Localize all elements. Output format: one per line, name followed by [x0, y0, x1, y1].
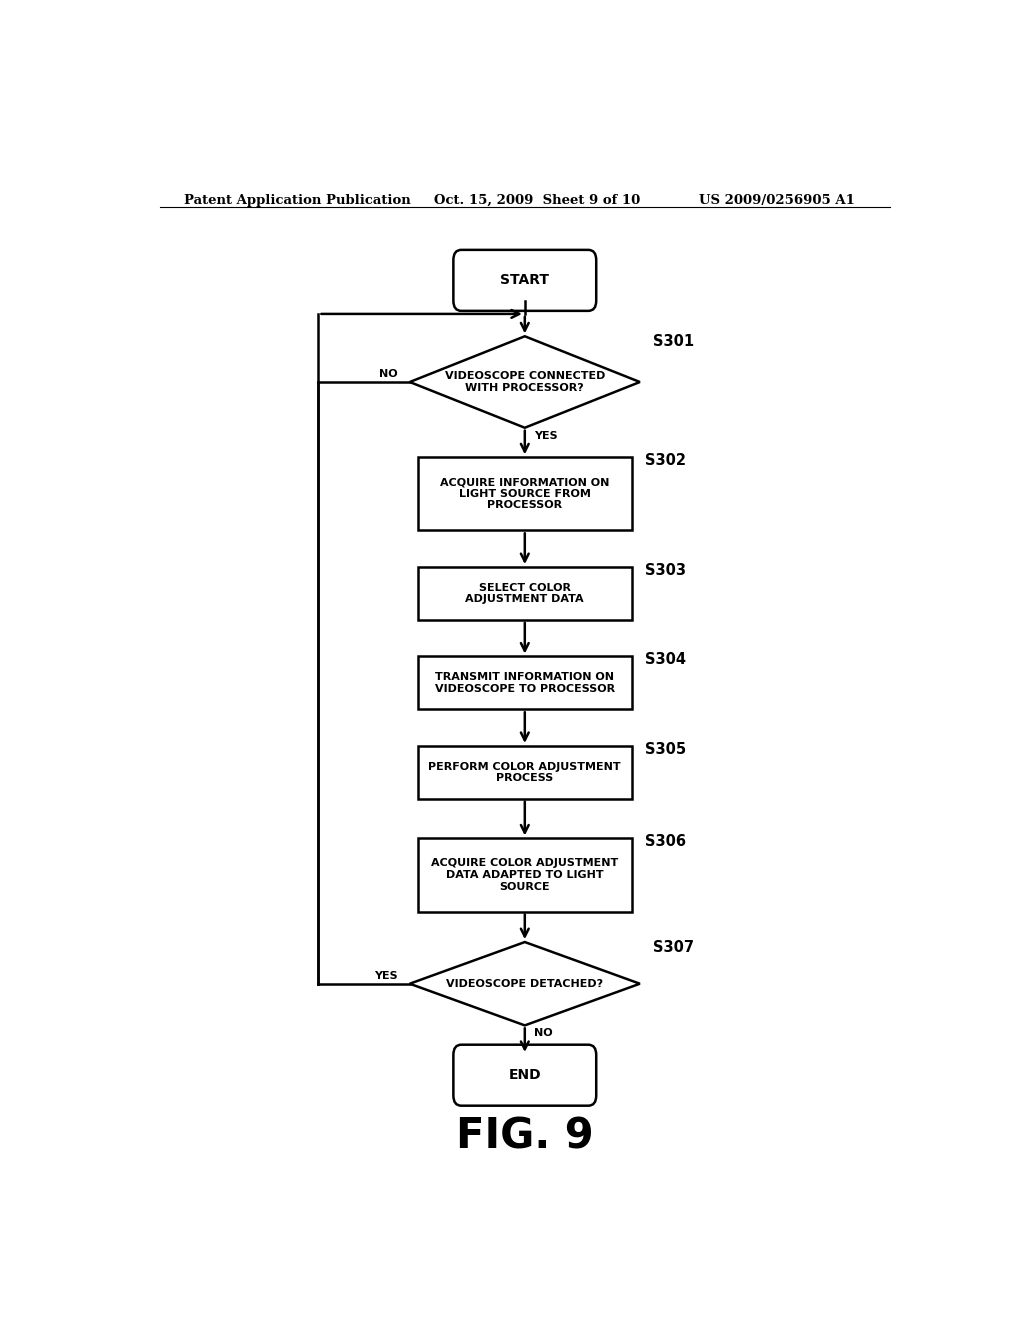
Text: TRANSMIT INFORMATION ON
VIDEOSCOPE TO PROCESSOR: TRANSMIT INFORMATION ON VIDEOSCOPE TO PR…: [435, 672, 614, 694]
Text: NO: NO: [379, 368, 397, 379]
Text: NO: NO: [535, 1028, 553, 1039]
Text: Patent Application Publication: Patent Application Publication: [183, 194, 411, 207]
Text: S307: S307: [652, 940, 693, 954]
FancyBboxPatch shape: [454, 1044, 596, 1106]
Text: FIG. 9: FIG. 9: [456, 1115, 594, 1158]
Text: S303: S303: [645, 562, 686, 578]
Text: ACQUIRE COLOR ADJUSTMENT
DATA ADAPTED TO LIGHT
SOURCE: ACQUIRE COLOR ADJUSTMENT DATA ADAPTED TO…: [431, 858, 618, 891]
Text: YES: YES: [535, 430, 558, 441]
Polygon shape: [410, 942, 640, 1026]
Text: SELECT COLOR
ADJUSTMENT DATA: SELECT COLOR ADJUSTMENT DATA: [466, 582, 584, 605]
Text: YES: YES: [374, 970, 397, 981]
Text: PERFORM COLOR ADJUSTMENT
PROCESS: PERFORM COLOR ADJUSTMENT PROCESS: [428, 762, 622, 783]
Text: S304: S304: [645, 652, 686, 668]
Text: Oct. 15, 2009  Sheet 9 of 10: Oct. 15, 2009 Sheet 9 of 10: [433, 194, 640, 207]
Bar: [418, 746, 632, 799]
Text: ACQUIRE INFORMATION ON
LIGHT SOURCE FROM
PROCESSOR: ACQUIRE INFORMATION ON LIGHT SOURCE FROM…: [440, 478, 609, 511]
Bar: [418, 568, 632, 620]
Text: S305: S305: [645, 742, 686, 756]
Text: S301: S301: [652, 334, 693, 350]
Text: S302: S302: [645, 453, 686, 469]
Text: US 2009/0256905 A1: US 2009/0256905 A1: [699, 194, 855, 207]
Bar: [418, 457, 632, 531]
Bar: [418, 656, 632, 709]
Text: END: END: [509, 1068, 541, 1082]
Bar: [418, 838, 632, 912]
Text: S306: S306: [645, 834, 686, 849]
Text: START: START: [501, 273, 549, 288]
Polygon shape: [410, 337, 640, 428]
FancyBboxPatch shape: [454, 249, 596, 312]
Text: VIDEOSCOPE DETACHED?: VIDEOSCOPE DETACHED?: [446, 978, 603, 989]
Text: VIDEOSCOPE CONNECTED
WITH PROCESSOR?: VIDEOSCOPE CONNECTED WITH PROCESSOR?: [444, 371, 605, 393]
